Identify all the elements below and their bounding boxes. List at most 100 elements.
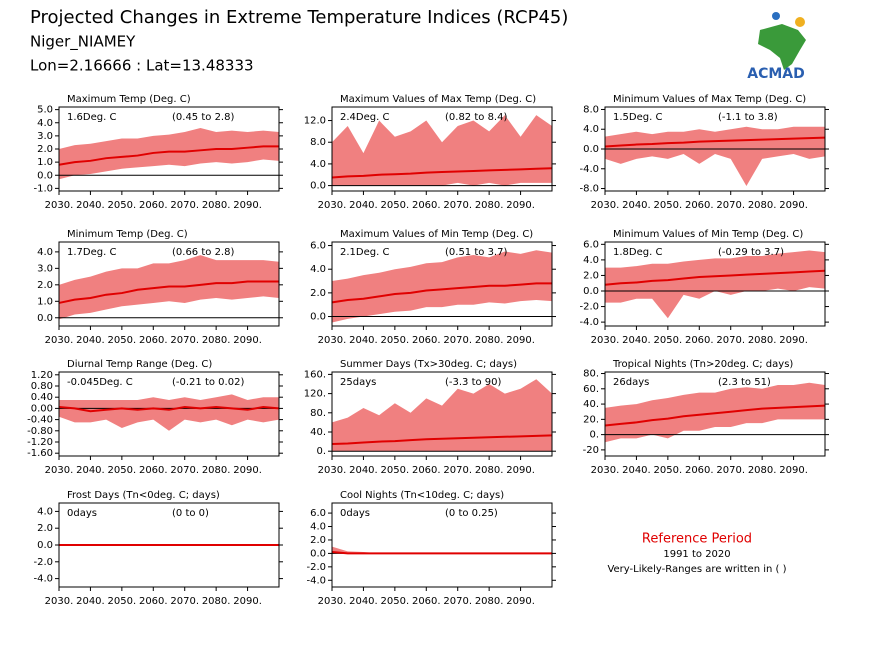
range-annotation: (-0.29 to 3.7) — [718, 247, 784, 258]
panel: Summer Days (Tx>30deg. C; days) 0. 40. 80. 1… — [304, 359, 556, 476]
x-tick-label: 2070. — [170, 465, 199, 476]
panel: Minimum Values of Min Temp (Deg. C) -4.0 -… — [579, 229, 829, 346]
range-band — [59, 394, 279, 431]
y-tick-label: 0.40 — [31, 392, 53, 403]
x-tick-label: 2060. — [139, 465, 168, 476]
x-tick-label: 2040. — [76, 596, 105, 607]
x-tick-label: 2090. — [233, 200, 262, 211]
plot-frame — [58, 241, 280, 327]
x-tick-label: 2040. — [76, 200, 105, 211]
x-tick-label: 2070. — [170, 200, 199, 211]
y-tick-label: 1.0 — [37, 296, 53, 307]
range-annotation: (0 to 0) — [172, 508, 209, 519]
y-tick-label: 6.0 — [310, 241, 326, 252]
x-tick-label: 2030. — [591, 200, 620, 211]
y-tick-label: 2.0 — [37, 523, 53, 534]
change-annotation: 0days — [67, 508, 97, 519]
x-tick-label: 2050. — [108, 200, 137, 211]
y-tick-label: 4.0 — [310, 264, 326, 275]
x-tick-label: 2090. — [779, 335, 808, 346]
x-tick-label: 2050. — [108, 596, 137, 607]
y-tick-label: 3.0 — [37, 263, 53, 274]
x-tick-label: 2030. — [45, 335, 74, 346]
x-tick-label: 2030. — [318, 465, 347, 476]
y-tick-label: 4.0 — [583, 124, 599, 135]
x-tick-label: 2040. — [76, 465, 105, 476]
x-tick-label: 2090. — [506, 465, 535, 476]
x-tick-label: 2040. — [349, 465, 378, 476]
panel: Cool Nights (Tn<10deg. C; days) -4.0 -2.0 0… — [306, 490, 556, 607]
mean-line — [604, 136, 826, 148]
plot-frame — [331, 502, 553, 588]
mean-line — [604, 404, 826, 427]
y-tick-label: -4.0 — [579, 164, 599, 175]
change-annotation: 2.1Deg. C — [340, 247, 389, 258]
x-tick-label: 2090. — [233, 335, 262, 346]
x-tick-label: 2070. — [443, 596, 472, 607]
range-annotation: (0 to 0.25) — [445, 508, 498, 519]
panel: Minimum Temp (Deg. C) 0.0 1.0 2.0 3.0 4.0 2030… — [37, 229, 283, 346]
y-tick-label: 0.00 — [31, 403, 53, 414]
x-tick-label: 2050. — [654, 200, 683, 211]
plot-frame — [331, 106, 553, 192]
x-tick-label: 2090. — [506, 335, 535, 346]
panel-title: Maximum Values of Max Temp (Deg. C) — [340, 94, 536, 105]
panel-title: Minimum Temp (Deg. C) — [67, 229, 188, 240]
y-tick-label: 20. — [583, 414, 599, 425]
y-tick-label: 0.0 — [310, 312, 326, 323]
x-tick-label: 2080. — [202, 335, 231, 346]
y-tick-label: -0.80 — [27, 426, 53, 437]
x-tick-label: 2050. — [108, 335, 137, 346]
x-tick-label: 2040. — [76, 335, 105, 346]
y-tick-label: 8.0 — [310, 137, 326, 148]
x-tick-label: 2060. — [412, 596, 441, 607]
x-tick-label: 2060. — [412, 200, 441, 211]
y-tick-label: 40. — [310, 427, 326, 438]
y-tick-label: 160. — [304, 369, 326, 380]
y-tick-label: -4.0 — [579, 317, 599, 328]
x-tick-label: 2080. — [202, 200, 231, 211]
x-tick-label: 2030. — [318, 335, 347, 346]
x-tick-label: 2040. — [622, 200, 651, 211]
panel: Maximum Values of Min Temp (Deg. C) 0.0 2.… — [310, 229, 556, 346]
x-tick-label: 2030. — [591, 335, 620, 346]
range-annotation: (0.45 to 2.8) — [172, 112, 234, 123]
x-tick-label: 2030. — [45, 200, 74, 211]
mean-line — [331, 282, 552, 304]
x-tick-label: 2060. — [139, 200, 168, 211]
range-band — [332, 379, 552, 452]
x-tick-label: 2030. — [318, 596, 347, 607]
x-tick-label: 2080. — [202, 596, 231, 607]
y-tick-label: 2.0 — [37, 280, 53, 291]
y-tick-label: 0.0 — [310, 181, 326, 192]
panel: Frost Days (Tn<0deg. C; days) -4.0 -2.0 0.0… — [33, 490, 283, 607]
mean-line — [58, 145, 279, 166]
y-tick-label: 80. — [583, 369, 599, 380]
y-tick-label: -1.60 — [27, 448, 53, 459]
range-band — [332, 115, 552, 186]
y-tick-label: -1.0 — [33, 183, 53, 194]
x-tick-label: 2070. — [716, 200, 745, 211]
x-tick-label: 2070. — [443, 335, 472, 346]
change-annotation: 1.7Deg. C — [67, 247, 116, 258]
y-tick-label: -0.40 — [27, 415, 53, 426]
x-tick-label: 2030. — [45, 465, 74, 476]
range-annotation: (0.51 to 3.7) — [445, 247, 507, 258]
x-tick-label: 2090. — [233, 596, 262, 607]
x-tick-label: 2050. — [381, 465, 410, 476]
x-tick-label: 2070. — [716, 335, 745, 346]
x-tick-label: 2060. — [139, 335, 168, 346]
page-title: Projected Changes in Extreme Temperature… — [30, 7, 568, 28]
mean-line — [58, 405, 280, 413]
panel: Diurnal Temp Range (Deg. C)-1.60-1.20-0.… — [27, 359, 283, 476]
x-tick-label: 2060. — [685, 200, 714, 211]
range-note: Very-Likely-Ranges are written in ( ) — [607, 564, 786, 575]
y-tick-label: 0.0 — [310, 548, 326, 559]
x-tick-label: 2070. — [716, 465, 745, 476]
panel-title: Maximum Values of Min Temp (Deg. C) — [340, 229, 533, 240]
y-tick-label: 2.0 — [310, 535, 326, 546]
y-tick-label: 0. — [316, 446, 326, 457]
x-tick-label: 2050. — [381, 335, 410, 346]
